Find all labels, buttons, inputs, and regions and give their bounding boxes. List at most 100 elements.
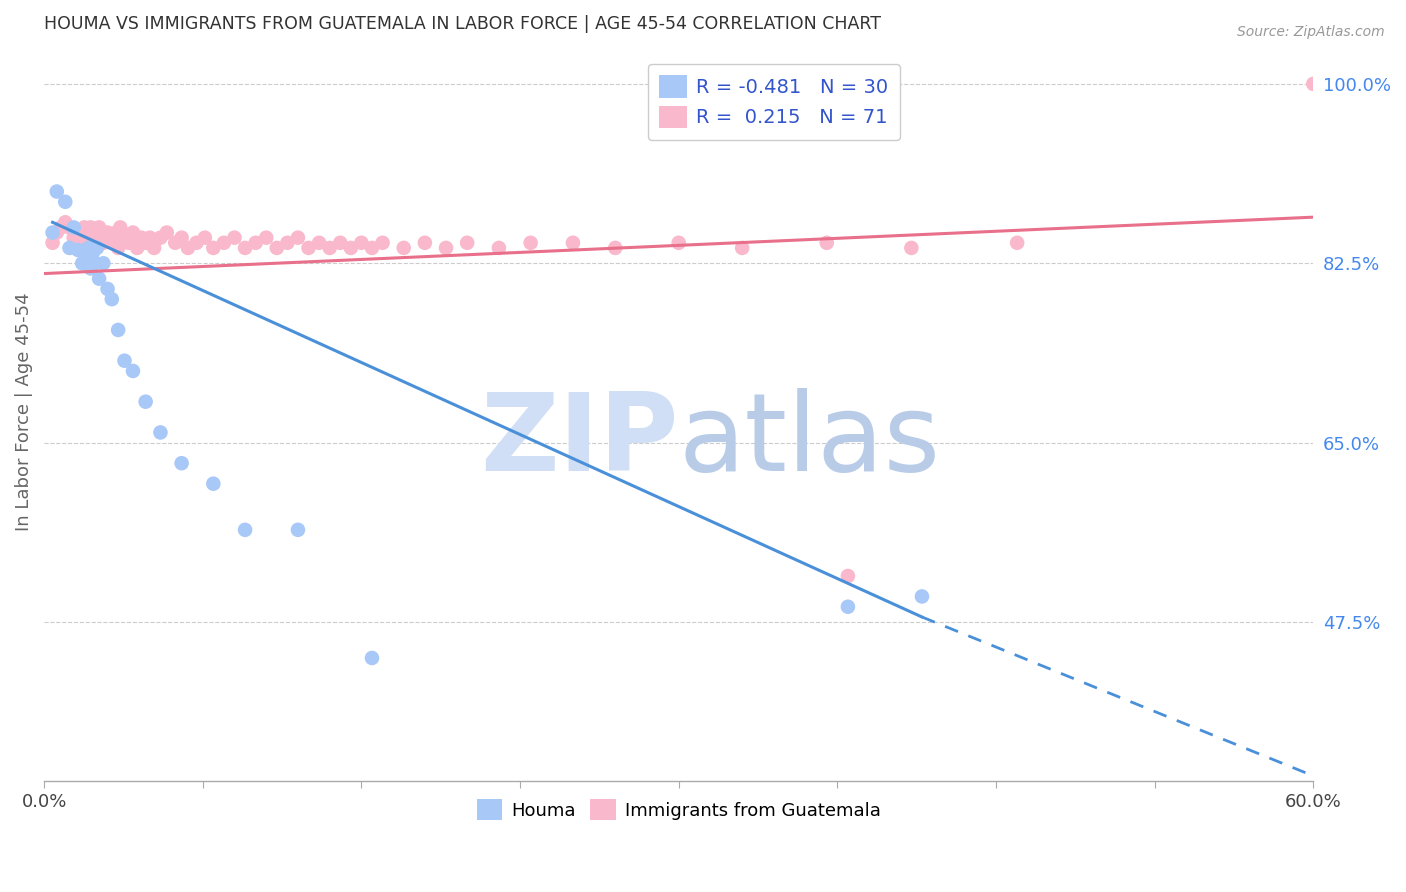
Point: [233, 241, 256, 255]
Point: [122, 226, 145, 240]
Point: [233, 523, 256, 537]
Point: [45, 185, 67, 199]
Point: [41, 226, 63, 240]
Point: [329, 235, 352, 250]
Point: [149, 230, 172, 244]
Point: [127, 241, 149, 255]
Text: ZIP: ZIP: [481, 389, 679, 494]
Point: [156, 226, 179, 240]
Point: [177, 241, 200, 255]
Y-axis label: In Labor Force | Age 45-54: In Labor Force | Age 45-54: [15, 293, 32, 532]
Point: [62, 230, 84, 244]
Point: [1302, 77, 1324, 91]
Point: [87, 271, 110, 285]
Point: [41, 235, 63, 250]
Point: [245, 235, 267, 250]
Point: [202, 241, 225, 255]
Point: [97, 226, 120, 240]
Point: [434, 241, 457, 255]
Point: [66, 243, 89, 257]
Point: [456, 235, 478, 250]
Point: [361, 241, 384, 255]
Text: Source: ZipAtlas.com: Source: ZipAtlas.com: [1237, 25, 1385, 39]
Point: [900, 241, 922, 255]
Point: [135, 394, 157, 409]
Point: [224, 230, 246, 244]
Point: [308, 235, 330, 250]
Point: [83, 256, 105, 270]
Point: [105, 226, 128, 240]
Point: [91, 256, 114, 270]
Point: [194, 230, 217, 244]
Point: [297, 241, 319, 255]
Point: [101, 292, 124, 306]
Point: [605, 241, 627, 255]
Point: [86, 226, 108, 240]
Point: [58, 241, 80, 255]
Point: [135, 235, 157, 250]
Point: [82, 246, 104, 260]
Point: [212, 235, 235, 250]
Point: [73, 220, 96, 235]
Point: [114, 230, 136, 244]
Point: [668, 235, 690, 250]
Point: [149, 425, 172, 440]
Point: [143, 241, 166, 255]
Point: [186, 235, 208, 250]
Point: [90, 230, 112, 244]
Point: [62, 220, 84, 235]
Point: [170, 456, 193, 470]
Point: [170, 230, 193, 244]
Point: [114, 353, 136, 368]
Point: [287, 230, 309, 244]
Point: [488, 241, 510, 255]
Point: [122, 364, 145, 378]
Point: [77, 241, 100, 255]
Point: [75, 251, 97, 265]
Point: [202, 476, 225, 491]
Point: [101, 235, 124, 250]
Point: [53, 215, 76, 229]
Point: [53, 194, 76, 209]
Point: [82, 226, 104, 240]
Text: atlas: atlas: [679, 389, 941, 494]
Point: [139, 230, 162, 244]
Point: [79, 220, 101, 235]
Point: [49, 220, 72, 235]
Point: [254, 230, 277, 244]
Point: [519, 235, 541, 250]
Legend: Houma, Immigrants from Guatemala: Houma, Immigrants from Guatemala: [470, 792, 887, 827]
Point: [392, 241, 415, 255]
Point: [815, 235, 838, 250]
Text: HOUMA VS IMMIGRANTS FROM GUATEMALA IN LABOR FORCE | AGE 45-54 CORRELATION CHART: HOUMA VS IMMIGRANTS FROM GUATEMALA IN LA…: [44, 15, 882, 33]
Point: [837, 599, 859, 614]
Point: [45, 226, 67, 240]
Point: [73, 246, 96, 260]
Point: [837, 569, 859, 583]
Point: [266, 241, 288, 255]
Point: [276, 235, 298, 250]
Point: [91, 235, 114, 250]
Point: [107, 323, 129, 337]
Point: [731, 241, 754, 255]
Point: [70, 235, 93, 250]
Point: [165, 235, 187, 250]
Point: [350, 235, 373, 250]
Point: [1005, 235, 1028, 250]
Point: [83, 235, 105, 250]
Point: [77, 230, 100, 244]
Point: [413, 235, 436, 250]
Point: [911, 590, 934, 604]
Point: [118, 235, 141, 250]
Point: [87, 220, 110, 235]
Point: [361, 651, 384, 665]
Point: [371, 235, 394, 250]
Point: [86, 241, 108, 255]
Point: [110, 220, 132, 235]
Point: [107, 241, 129, 255]
Point: [318, 241, 340, 255]
Point: [75, 226, 97, 240]
Point: [58, 220, 80, 235]
Point: [79, 261, 101, 276]
Point: [131, 230, 153, 244]
